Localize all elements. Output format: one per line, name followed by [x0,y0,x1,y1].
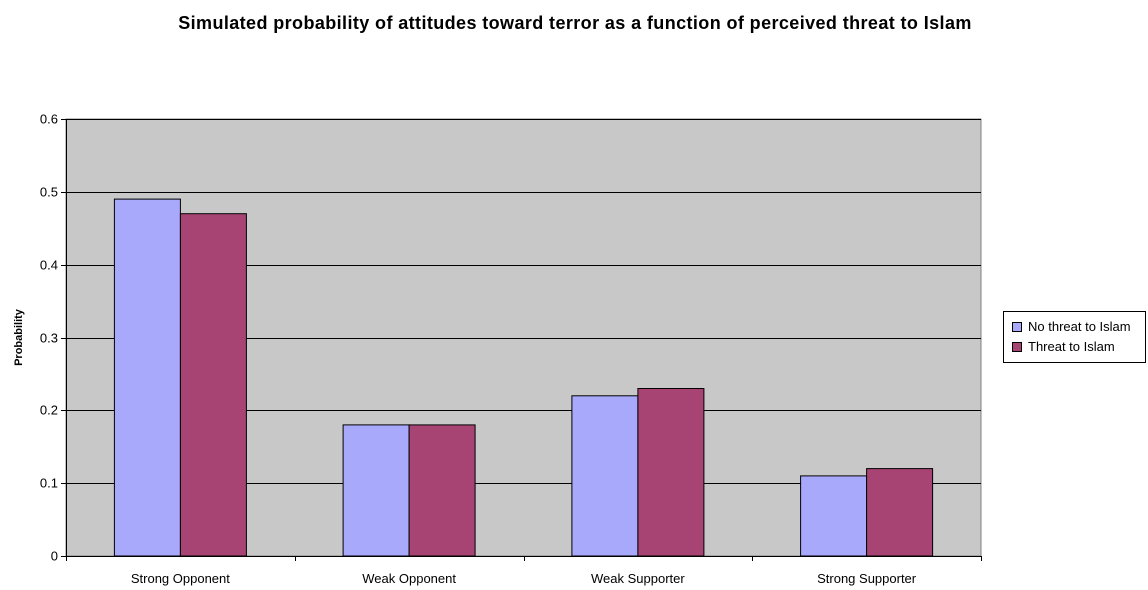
x-tick-label: Weak Supporter [591,571,685,586]
bar-no-threat [800,475,868,557]
bar-no-threat [571,395,639,557]
legend-swatch-threat [1012,341,1022,352]
bars [113,198,934,557]
y-tick-label: 0.3 [40,331,58,346]
bar-no-threat [342,424,410,557]
bar-threat [179,213,247,557]
y-tick-label: 0.5 [40,185,58,200]
x-tick-label: Strong Opponent [131,571,230,586]
x-tick-label: Weak Opponent [362,571,456,586]
bar-threat [637,388,705,557]
y-tick-label: 0.1 [40,476,58,491]
y-tick-label: 0 [51,549,58,564]
legend-item-no-threat: No threat to Islam [1012,318,1131,336]
axes [61,119,982,561]
y-axis-title: Probability [13,308,25,366]
x-tick-label: Strong Supporter [817,571,917,586]
chart-title: Simulated probability of attitudes towar… [178,13,972,33]
axis-labels: 0 0.1 0.2 0.3 0.4 0.5 0.6 Strong Opponent Weak O… [40,112,917,587]
bar-no-threat [113,198,181,557]
legend-item-threat: Threat to Islam [1012,338,1115,356]
y-tick-label: 0.6 [40,112,58,127]
bar-threat [408,424,476,557]
y-tick-label: 0.2 [40,403,58,418]
legend: No threat to Islam Threat to Islam [1003,311,1146,363]
legend-swatch-no-threat [1012,321,1022,332]
legend-label-threat: Threat to Islam [1028,339,1115,354]
y-tick-label: 0.4 [40,258,58,273]
legend-label-no-threat: No threat to Islam [1028,319,1131,334]
bar-threat [866,468,934,557]
